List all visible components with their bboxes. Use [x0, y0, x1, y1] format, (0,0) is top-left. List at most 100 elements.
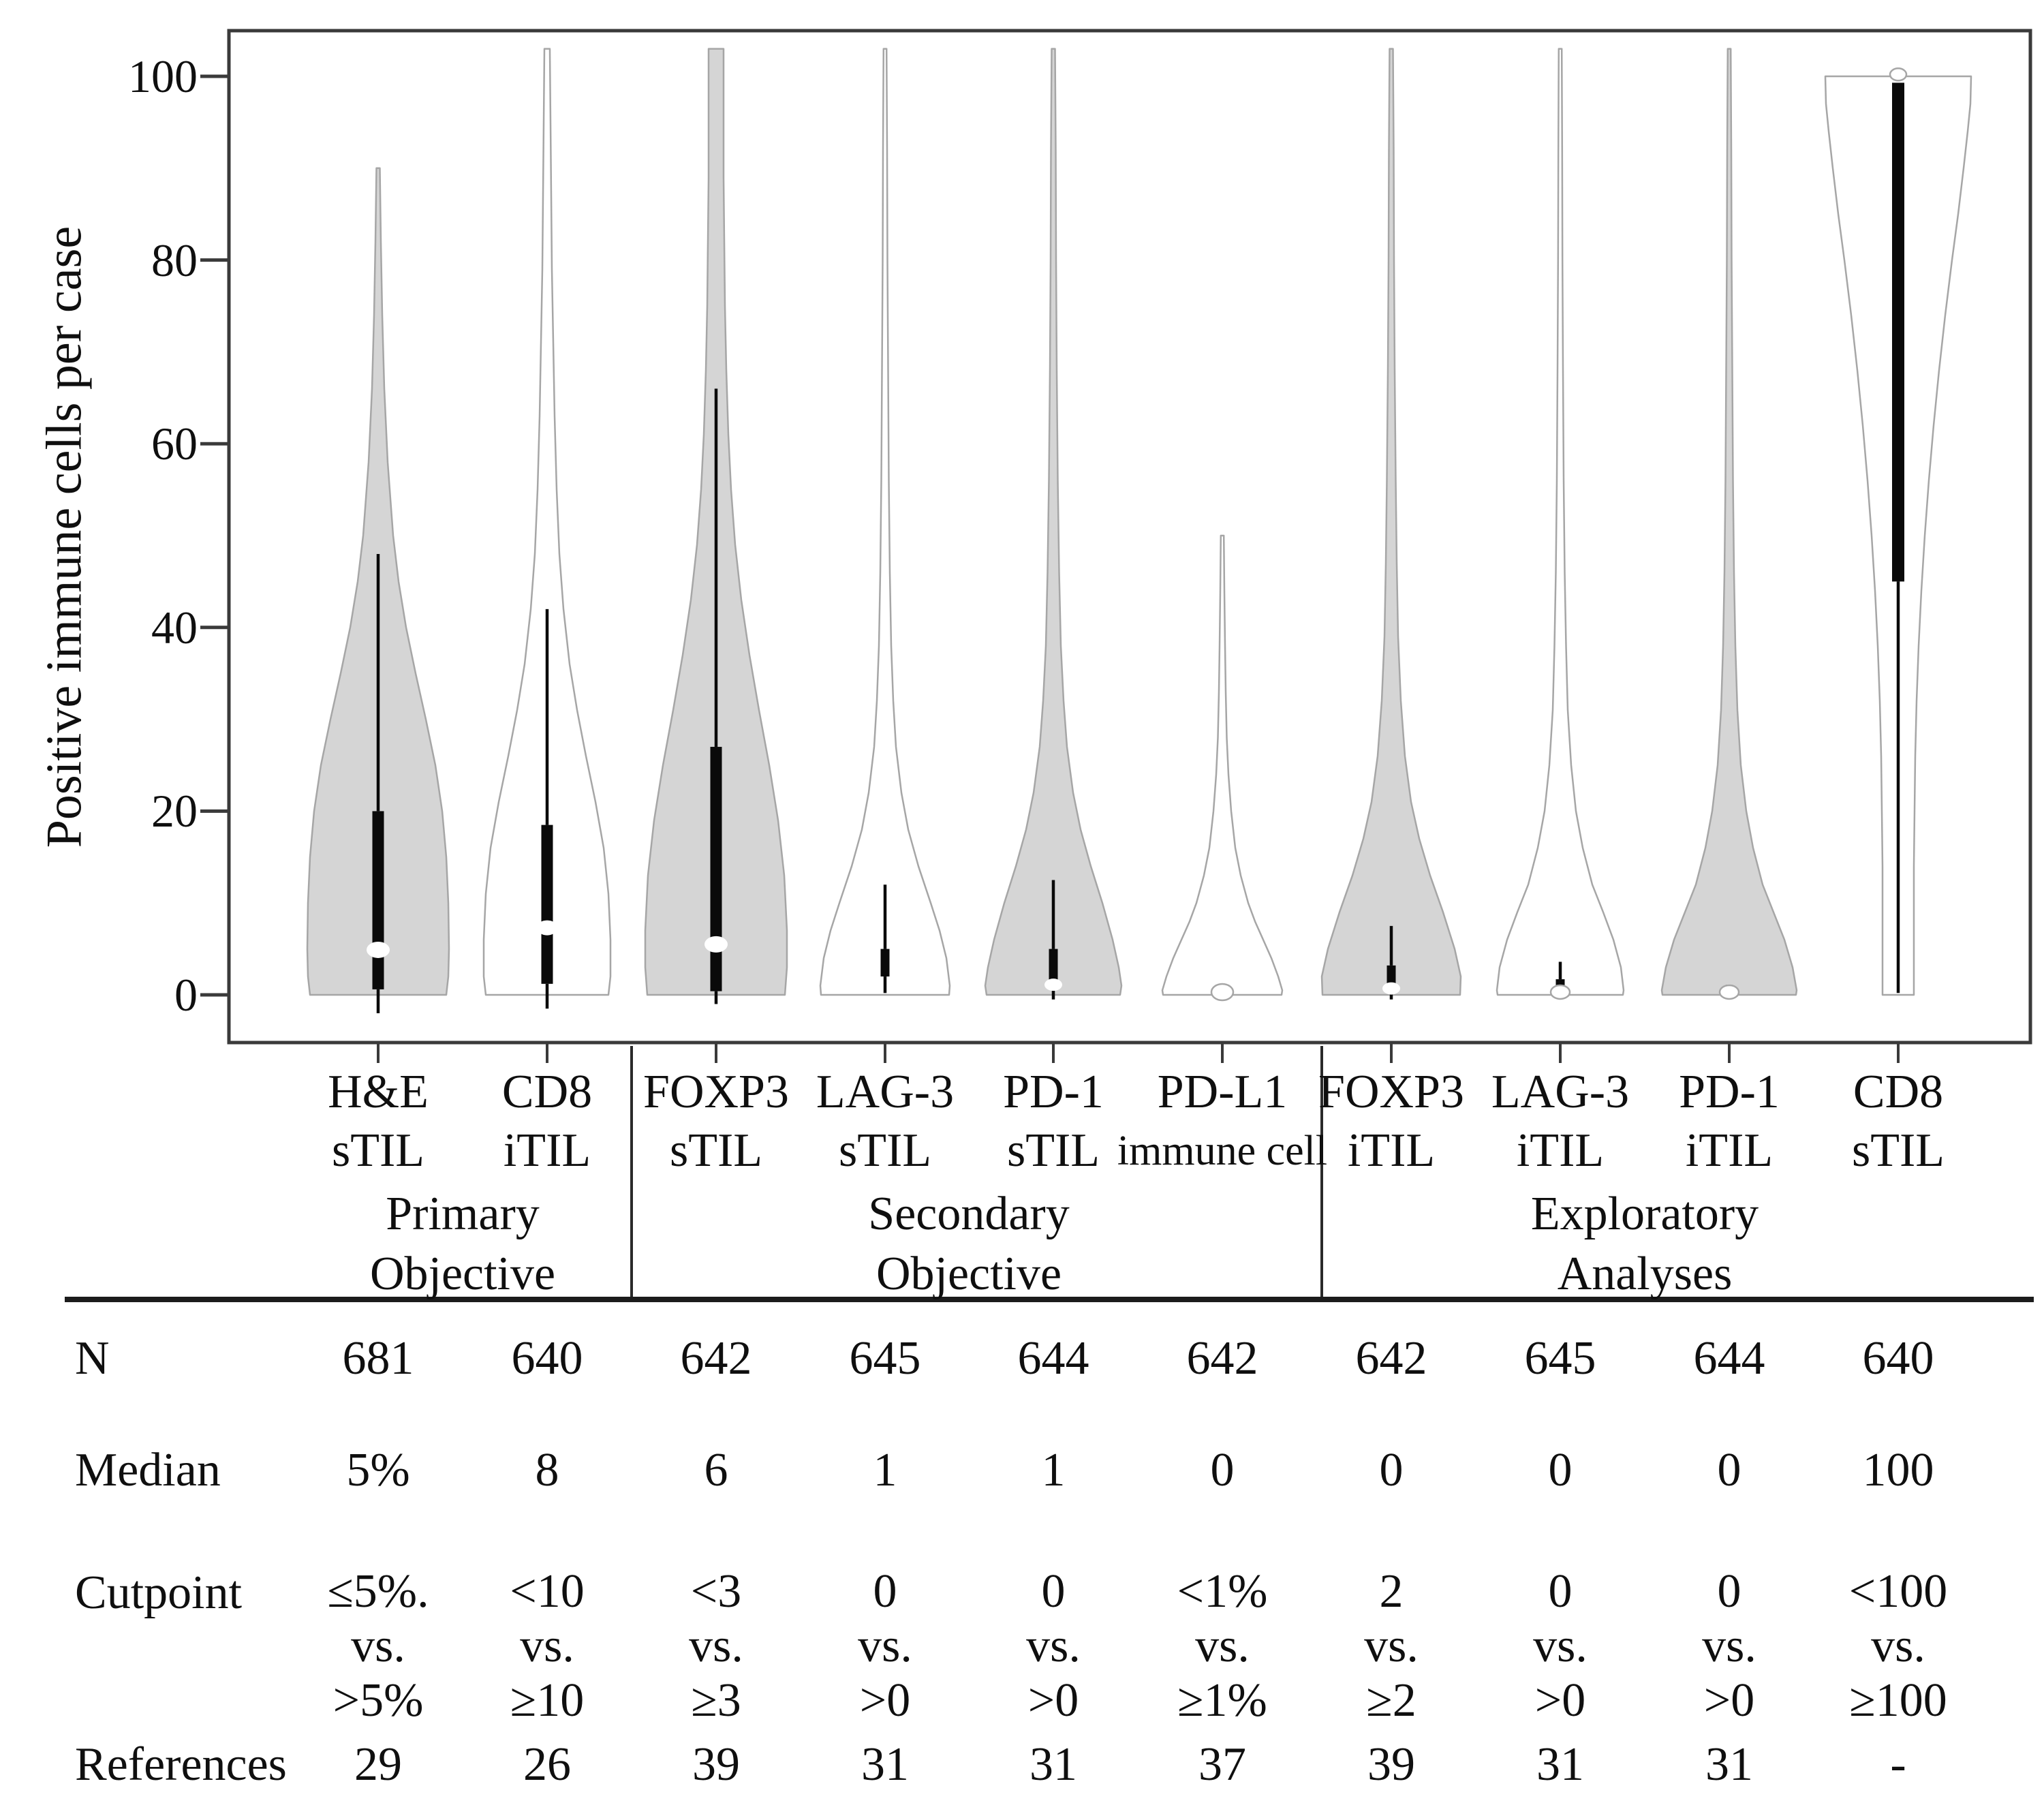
category-sublabel: iTIL — [1516, 1124, 1605, 1177]
category-sublabel: sTIL — [331, 1124, 425, 1177]
violin-lag3-itil — [1496, 48, 1625, 996]
column-pdl1-immune-cell: PD-L1 immune cell 642 0 <1% vs. ≥1% 37 — [1117, 0, 1327, 1818]
group-divider-secondary-exploratory — [1320, 1046, 1323, 1300]
median-dot-foxp3-itil — [1382, 982, 1400, 995]
cutpoint-low: ≤5%. — [327, 1565, 429, 1618]
row-header-cutpoint: Cutpoint — [75, 1567, 243, 1619]
category-sublabel: iTIL — [503, 1124, 591, 1177]
median-dot-he-stil — [367, 941, 390, 958]
cutpoint-low: 0 — [873, 1565, 897, 1618]
category-label: H&E — [328, 1066, 429, 1118]
n-value: 642 — [1186, 1332, 1258, 1385]
cutpoint-high: >5% — [332, 1674, 424, 1727]
category-sublabel: iTIL — [1347, 1124, 1436, 1177]
violin-pd1-stil — [984, 48, 1123, 996]
references-value: 26 — [523, 1738, 571, 1791]
column-pd1-itil: PD-1 iTIL 644 0 0 vs. >0 31 — [1641, 0, 1818, 1818]
violin-layer — [306, 48, 1972, 1013]
references-value: 31 — [1705, 1738, 1753, 1791]
group-header-line1: Primary — [386, 1188, 540, 1240]
violin-foxp3-itil — [1320, 48, 1462, 996]
category-sublabel: sTIL — [838, 1124, 932, 1177]
violin-cd8-itil — [482, 48, 612, 996]
cutpoint-high: ≥1% — [1177, 1674, 1267, 1727]
y-tick-label-80: 80 — [151, 234, 198, 286]
violin-pd1-itil — [1660, 48, 1798, 996]
cutpoint-high: >0 — [1534, 1674, 1586, 1727]
category-label: CD8 — [1853, 1066, 1944, 1118]
category-sublabel: iTIL — [1685, 1124, 1774, 1177]
category-label: PD-1 — [1003, 1066, 1104, 1118]
category-sublabel: immune cell — [1117, 1128, 1328, 1174]
references-value: 31 — [1029, 1738, 1077, 1791]
references-value: 29 — [354, 1738, 402, 1791]
references-value: 39 — [692, 1738, 740, 1791]
median-value: 0 — [1210, 1444, 1235, 1496]
median-value: 0 — [1379, 1444, 1404, 1496]
n-value: 642 — [680, 1332, 752, 1385]
category-sublabel: sTIL — [1851, 1124, 1945, 1177]
cutpoint-low: 0 — [1041, 1565, 1066, 1618]
median-dot-lag3-itil — [1549, 984, 1571, 1000]
n-value: 640 — [511, 1332, 583, 1385]
n-value: 640 — [1862, 1332, 1934, 1385]
category-label: FOXP3 — [643, 1066, 789, 1118]
cutpoint-low: 2 — [1379, 1565, 1404, 1618]
n-value: 644 — [1017, 1332, 1089, 1385]
column-he-stil: H&E sTIL 681 5% ≤5%. vs. >5% 29 — [290, 0, 467, 1818]
y-tick-label-0: 0 — [174, 969, 198, 1021]
cutpoint-vs: vs. — [520, 1620, 574, 1672]
cutpoint-low: 0 — [1548, 1565, 1573, 1618]
iqr-box-cd8-stil — [1892, 82, 1904, 582]
cutpoint-high: ≥100 — [1849, 1674, 1947, 1727]
median-dot-cd8-stil — [1889, 67, 1908, 82]
column-lag3-stil: LAG-3 sTIL 645 1 0 vs. >0 31 — [796, 0, 974, 1818]
row-header-median: Median — [75, 1444, 221, 1496]
median-value: 100 — [1862, 1444, 1934, 1496]
table-top-rule — [65, 1297, 2034, 1302]
column-cd8-stil: CD8 sTIL 640 100 <100 vs. ≥100 - — [1810, 0, 1987, 1818]
category-label: PD-L1 — [1157, 1066, 1288, 1118]
row-header-n: N — [75, 1332, 110, 1385]
group-header-line2: Analyses — [1557, 1248, 1733, 1300]
median-dot-pd1-stil — [1044, 979, 1062, 991]
category-label: LAG-3 — [816, 1066, 955, 1118]
group-header-exploratory: Exploratory Analyses — [1386, 1184, 1904, 1304]
cutpoint-high: ≥2 — [1366, 1674, 1416, 1727]
category-sublabel: sTIL — [669, 1124, 763, 1177]
column-lag3-itil: LAG-3 iTIL 645 0 0 vs. >0 31 — [1472, 0, 1649, 1818]
median-value: 5% — [346, 1444, 410, 1496]
group-header-line2: Objective — [369, 1248, 556, 1300]
violin-pdl1-immune-cell — [1161, 534, 1284, 996]
cutpoint-high: ≥3 — [691, 1674, 741, 1727]
cutpoint-vs: vs. — [689, 1620, 743, 1672]
cutpoint-low: 0 — [1717, 1565, 1741, 1618]
median-value: 0 — [1548, 1444, 1573, 1496]
cutpoint-vs: vs. — [1026, 1620, 1081, 1672]
iqr-box-foxp3-stil — [710, 747, 722, 991]
median-dot-pd1-itil — [1718, 984, 1740, 1000]
cutpoint-vs: vs. — [1871, 1620, 1925, 1672]
references-value: 31 — [1536, 1738, 1584, 1791]
group-divider-primary-secondary — [630, 1046, 633, 1300]
n-value: 645 — [849, 1332, 921, 1385]
median-value: 8 — [535, 1444, 559, 1496]
y-axis-title: Positive immune cells per case — [36, 226, 93, 848]
iqr-box-lag3-stil — [880, 949, 890, 977]
n-value: 642 — [1355, 1332, 1427, 1385]
category-label: FOXP3 — [1318, 1066, 1464, 1118]
median-dot-foxp3-stil — [704, 936, 728, 953]
iqr-box-pd1-stil — [1049, 949, 1058, 988]
violin-plot-canvas — [200, 29, 2032, 1063]
cutpoint-vs: vs. — [1364, 1620, 1419, 1672]
median-dot-cd8-itil — [537, 920, 557, 936]
cutpoint-low: <10 — [510, 1565, 585, 1618]
references-value: 31 — [861, 1738, 909, 1791]
median-value: 1 — [1041, 1444, 1066, 1496]
n-value: 681 — [342, 1332, 414, 1385]
category-label: CD8 — [501, 1066, 593, 1118]
y-tick-label-40: 40 — [151, 602, 198, 653]
category-sublabel: sTIL — [1006, 1124, 1100, 1177]
group-header-secondary: Secondary Objective — [710, 1184, 1228, 1304]
